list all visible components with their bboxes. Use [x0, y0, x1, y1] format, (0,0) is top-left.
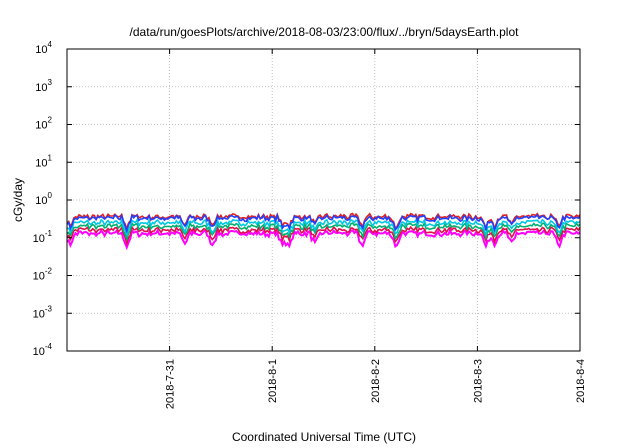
- axis-ticks: [67, 48, 581, 352]
- y-tick-label: 100: [35, 191, 52, 207]
- y-tick-label: 10-3: [33, 304, 53, 320]
- y-tick-label: 101: [35, 153, 52, 169]
- series-line: [66, 224, 581, 247]
- y-axis-title: cGy/day: [11, 178, 25, 222]
- y-tick-label: 10-4: [33, 342, 53, 358]
- y-tick-labels: 10-4 10-3 10-2 10-1 100 101 102 103 104: [33, 40, 53, 358]
- series-line: [66, 220, 581, 242]
- gridlines: [67, 49, 580, 351]
- x-tick-label: 2018-8-4: [575, 359, 587, 403]
- series-line: [66, 212, 581, 234]
- x-tick-label: 2018-8-1: [267, 359, 279, 403]
- y-tick-label: 10-2: [33, 267, 53, 283]
- chart-title: /data/run/goesPlots/archive/2018-08-03/2…: [130, 25, 520, 39]
- plot-frame: [66, 48, 581, 352]
- y-tick-label: 10-1: [33, 229, 53, 245]
- x-tick-label: 2018-7-31: [165, 359, 177, 409]
- series-lines: [66, 212, 581, 251]
- x-tick-label: 2018-8-3: [472, 359, 484, 403]
- y-tick-label: 102: [35, 116, 52, 132]
- y-tick-label: 104: [35, 40, 52, 56]
- x-axis-title: Coordinated Universal Time (UTC): [232, 430, 416, 444]
- x-tick-label: 2018-8-2: [370, 359, 382, 403]
- y-tick-label: 103: [35, 78, 52, 94]
- x-tick-labels: 2018-7-31 2018-8-1 2018-8-2 2018-8-3 2018-8-…: [165, 359, 587, 409]
- series-line: [66, 217, 581, 238]
- series-line: [66, 227, 581, 251]
